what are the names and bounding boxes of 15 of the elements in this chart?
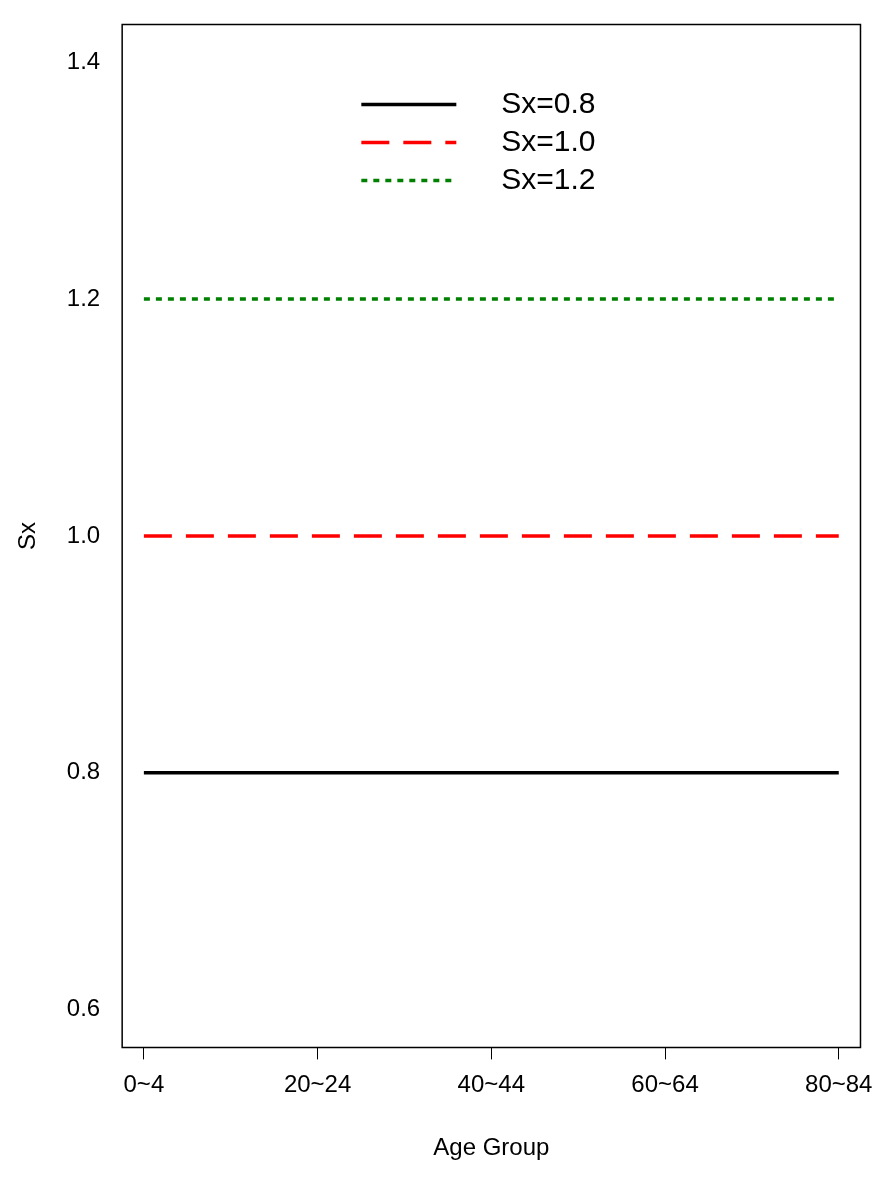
y-tick-label: 1.4 [66, 46, 101, 74]
y-tick-label: 0.8 [66, 757, 101, 785]
legend-label: Sx=0.8 [501, 85, 596, 119]
legend-label: Sx=1.0 [501, 123, 596, 157]
legend-label: Sx=1.2 [501, 161, 596, 195]
y-axis-title: Sx [13, 521, 41, 550]
x-axis-title: Age Group [433, 1133, 550, 1161]
x-tick-label: 40~44 [457, 1070, 526, 1098]
x-tick-label: 20~24 [283, 1070, 352, 1098]
y-tick-label: 0.6 [66, 994, 101, 1022]
y-tick-label: 1.0 [66, 520, 101, 548]
x-tick-label: 0~4 [123, 1070, 165, 1098]
x-tick-label: 80~84 [805, 1070, 873, 1098]
y-tick-label: 1.2 [66, 283, 101, 311]
x-tick-label: 60~64 [631, 1070, 699, 1098]
